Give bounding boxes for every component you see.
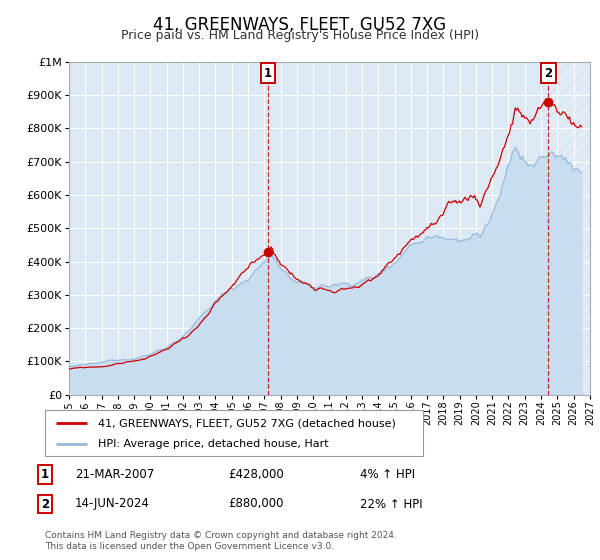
Text: 1: 1 bbox=[264, 67, 272, 80]
Text: 1: 1 bbox=[41, 468, 49, 482]
Text: 2: 2 bbox=[41, 497, 49, 511]
Text: 41, GREENWAYS, FLEET, GU52 7XG (detached house): 41, GREENWAYS, FLEET, GU52 7XG (detached… bbox=[98, 418, 396, 428]
Text: HPI: Average price, detached house, Hart: HPI: Average price, detached house, Hart bbox=[98, 438, 329, 449]
Text: 14-JUN-2024: 14-JUN-2024 bbox=[75, 497, 150, 511]
Text: 22% ↑ HPI: 22% ↑ HPI bbox=[360, 497, 422, 511]
Text: This data is licensed under the Open Government Licence v3.0.: This data is licensed under the Open Gov… bbox=[45, 542, 334, 551]
Text: Contains HM Land Registry data © Crown copyright and database right 2024.: Contains HM Land Registry data © Crown c… bbox=[45, 531, 397, 540]
Text: Price paid vs. HM Land Registry's House Price Index (HPI): Price paid vs. HM Land Registry's House … bbox=[121, 29, 479, 42]
Text: 2: 2 bbox=[544, 67, 553, 80]
Text: £880,000: £880,000 bbox=[228, 497, 284, 511]
Text: 21-MAR-2007: 21-MAR-2007 bbox=[75, 468, 154, 482]
Bar bbox=[548, 62, 590, 395]
FancyBboxPatch shape bbox=[45, 410, 423, 456]
Text: 4% ↑ HPI: 4% ↑ HPI bbox=[360, 468, 415, 482]
Text: £428,000: £428,000 bbox=[228, 468, 284, 482]
Text: 41, GREENWAYS, FLEET, GU52 7XG: 41, GREENWAYS, FLEET, GU52 7XG bbox=[154, 16, 446, 34]
